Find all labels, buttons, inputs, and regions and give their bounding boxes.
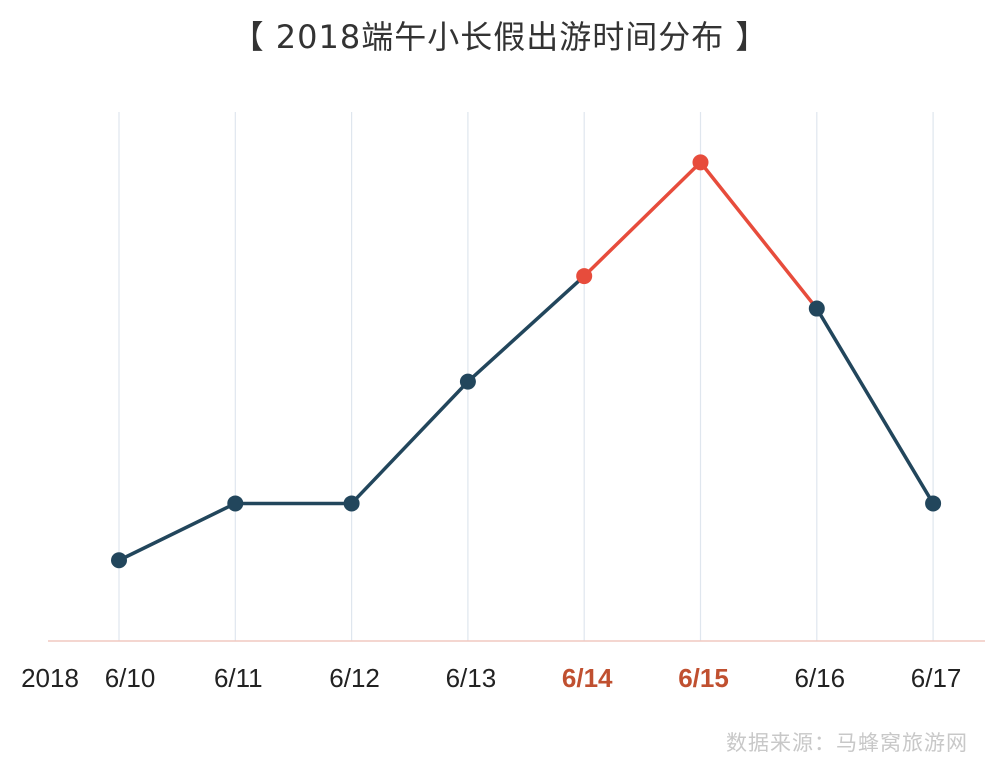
data-point-6-10 bbox=[111, 552, 127, 569]
x-tick-label-6-12: 6/12 bbox=[329, 663, 380, 693]
line-segment-0 bbox=[117, 501, 238, 563]
data-point-6-12 bbox=[343, 495, 360, 512]
x-tick-label-6-11: 6/11 bbox=[214, 663, 263, 693]
data-point-6-17 bbox=[925, 495, 942, 512]
series-lines bbox=[117, 160, 935, 563]
data-point-6-15 bbox=[692, 154, 709, 171]
data-source: 数据来源：马蜂窝旅游网 bbox=[726, 731, 968, 755]
series-points bbox=[111, 154, 942, 569]
x-tick-label-6-16: 6/16 bbox=[794, 663, 845, 693]
x-tick-label-6-10: 6/10 bbox=[105, 663, 156, 693]
line-segment-2 bbox=[349, 379, 470, 506]
data-point-6-14 bbox=[576, 268, 593, 285]
x-tick-label-6-13: 6/13 bbox=[446, 663, 497, 693]
chart-title: 【 2018端午小长假出游时间分布 】 bbox=[231, 18, 769, 56]
x-tick-label-6-14: 6/14 bbox=[562, 663, 613, 693]
gridlines bbox=[118, 112, 934, 641]
data-point-6-11 bbox=[227, 495, 244, 512]
data-point-6-16 bbox=[808, 300, 825, 317]
x-tick-labels: 6/10 6/11 6/12 6/13 6/14 6/15 6/16 6/17 bbox=[105, 663, 962, 693]
line-segment-5 bbox=[698, 160, 819, 311]
x-tick-label-6-17: 6/17 bbox=[911, 663, 962, 693]
line-segment-6 bbox=[815, 306, 935, 506]
x-tick-label-6-15: 6/15 bbox=[678, 663, 729, 693]
line-segment-4 bbox=[582, 160, 703, 278]
data-point-6-13 bbox=[459, 373, 476, 390]
line-segment-3 bbox=[466, 274, 586, 384]
year-label: 2018 bbox=[21, 663, 79, 693]
